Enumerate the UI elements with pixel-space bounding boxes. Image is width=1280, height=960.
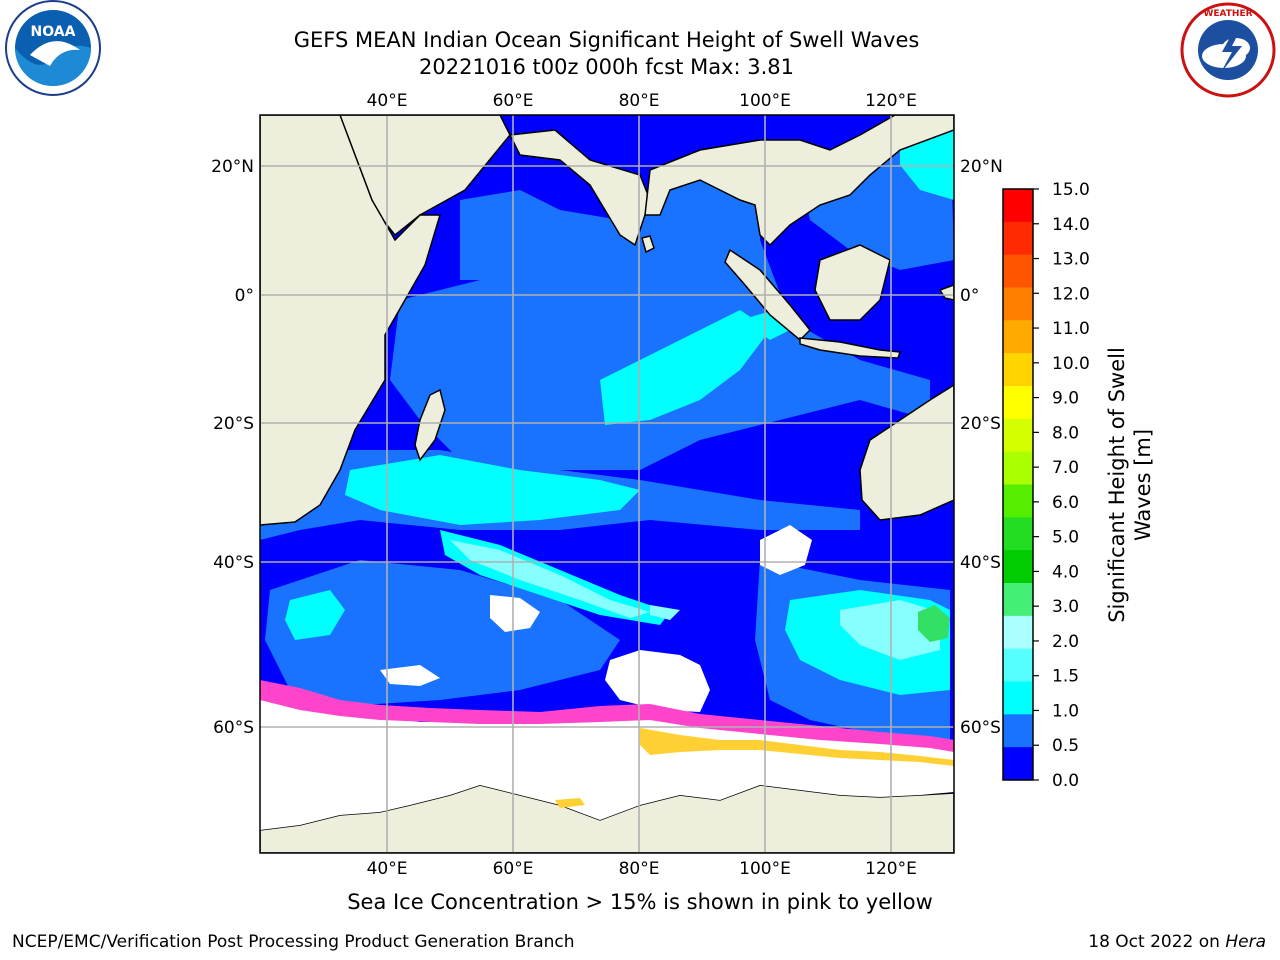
colorbar-tick-label: 2.0 xyxy=(1052,632,1079,652)
lat-tick-left-60s: 60°S xyxy=(213,718,254,738)
lat-tick-right-40s: 40°S xyxy=(960,553,1001,573)
colorbar-segment xyxy=(1003,418,1033,453)
colorbar-tick-label: 4.0 xyxy=(1052,562,1079,582)
colorbar-segment xyxy=(1003,714,1033,748)
sea-ice-caption: Sea Ice Concentration > 15% is shown in … xyxy=(347,890,933,914)
colorbar-segment xyxy=(1003,320,1033,354)
lon-tick-bottom-40e: 40°E xyxy=(367,859,408,879)
credit-date: 18 Oct 2022 on xyxy=(1088,932,1226,952)
colorbar-segment xyxy=(1003,353,1033,387)
colorbar-segment xyxy=(1003,583,1033,617)
nws-logo: WEATHER xyxy=(1180,2,1276,98)
colorbar-segment xyxy=(1003,681,1033,715)
noaa-logo: NOAA xyxy=(5,0,101,96)
lon-tick-top-40e: 40°E xyxy=(367,91,408,111)
colorbar-label-line2: Waves [m] xyxy=(1131,429,1155,541)
colorbar-tick-label: 0.5 xyxy=(1052,736,1079,756)
colorbar-segment xyxy=(1003,451,1033,485)
colorbar-tick-label: 8.0 xyxy=(1052,423,1079,443)
colorbar-tick-label: 5.0 xyxy=(1052,528,1079,548)
map-title: GEFS MEAN Indian Ocean Significant Heigh… xyxy=(293,28,920,52)
colorbar-segment xyxy=(1003,287,1033,321)
lat-tick-left-0: 0° xyxy=(235,286,254,306)
lat-tick-left-40s: 40°S xyxy=(213,553,254,573)
credit-right: 18 Oct 2022 on Hera xyxy=(1088,932,1266,952)
lat-tick-right-0: 0° xyxy=(960,286,979,306)
swell-3.0-4.0-patch xyxy=(918,605,950,642)
lon-tick-bottom-60e: 60°E xyxy=(493,859,534,879)
swell-1.5-2.5-regions xyxy=(450,540,940,660)
colorbar-segment xyxy=(1003,189,1033,223)
lon-tick-top-120e: 120°E xyxy=(865,91,917,111)
colorbar-tick-label: 1.0 xyxy=(1052,701,1079,721)
svg-text:NOAA: NOAA xyxy=(31,24,76,40)
credit-host: Hera xyxy=(1225,932,1266,952)
colorbar-tick-label: 14.0 xyxy=(1052,215,1090,235)
colorbar-segment xyxy=(1003,254,1033,288)
colorbar-segment xyxy=(1003,517,1033,551)
graticule xyxy=(260,115,954,853)
colorbar-segment xyxy=(1003,550,1033,584)
lat-tick-right-20n: 20°N xyxy=(960,157,1003,177)
map-frame xyxy=(259,114,955,854)
lat-tick-right-60s: 60°S xyxy=(960,718,1001,738)
colorbar-tick-label: 3.0 xyxy=(1052,597,1079,617)
colorbar: 15.0 14.0 13.0 12.0 11.0 10.0 9.0 8.0 7.0 6.0 5.0 4… xyxy=(1002,180,1090,791)
lon-tick-bottom-120e: 120°E xyxy=(865,859,917,879)
svg-text:WEATHER: WEATHER xyxy=(1203,9,1252,19)
colorbar-segment xyxy=(1003,615,1033,650)
lon-tick-bottom-80e: 80°E xyxy=(619,859,660,879)
sea-ice-band xyxy=(260,680,954,808)
colorbar-tick-label: 11.0 xyxy=(1052,319,1090,339)
lon-tick-top-100e: 100°E xyxy=(739,91,791,111)
colorbar-segment xyxy=(1003,386,1033,420)
colorbar-tick-label: 12.0 xyxy=(1052,284,1090,304)
colorbar-frame xyxy=(1002,188,1034,781)
lon-tick-bottom-100e: 100°E xyxy=(739,859,791,879)
colorbar-tick-label: 9.0 xyxy=(1052,389,1079,409)
colorbar-tick-label: 0.0 xyxy=(1052,771,1079,791)
colorbar-tick-label: 1.5 xyxy=(1052,667,1079,687)
colorbar-tick-label: 6.0 xyxy=(1052,493,1079,513)
map-area xyxy=(260,115,954,853)
colorbar-tick-label: 13.0 xyxy=(1052,250,1090,270)
colorbar-segment xyxy=(1003,221,1033,256)
lon-tick-top-60e: 60°E xyxy=(493,91,534,111)
lon-tick-top-80e: 80°E xyxy=(619,91,660,111)
colorbar-label-line1: Significant Height of Swell xyxy=(1105,347,1129,623)
lat-tick-right-20s: 20°S xyxy=(960,414,1001,434)
colorbar-segment xyxy=(1003,484,1033,518)
credit-left: NCEP/EMC/Verification Post Processing Pr… xyxy=(12,932,575,952)
colorbar-label: Significant Height of Swell Waves [m] xyxy=(1105,347,1155,623)
colorbar-segment xyxy=(1003,747,1033,781)
colorbar-tick-label: 10.0 xyxy=(1052,354,1090,374)
lat-tick-left-20s: 20°S xyxy=(213,414,254,434)
lat-tick-left-20n: 20°N xyxy=(211,157,254,177)
colorbar-segment xyxy=(1003,648,1033,682)
colorbar-tick-label: 7.0 xyxy=(1052,458,1079,478)
colorbar-tick-label: 15.0 xyxy=(1052,180,1090,200)
map-subtitle: 20221016 t00z 000h fcst Max: 3.81 xyxy=(419,55,794,79)
